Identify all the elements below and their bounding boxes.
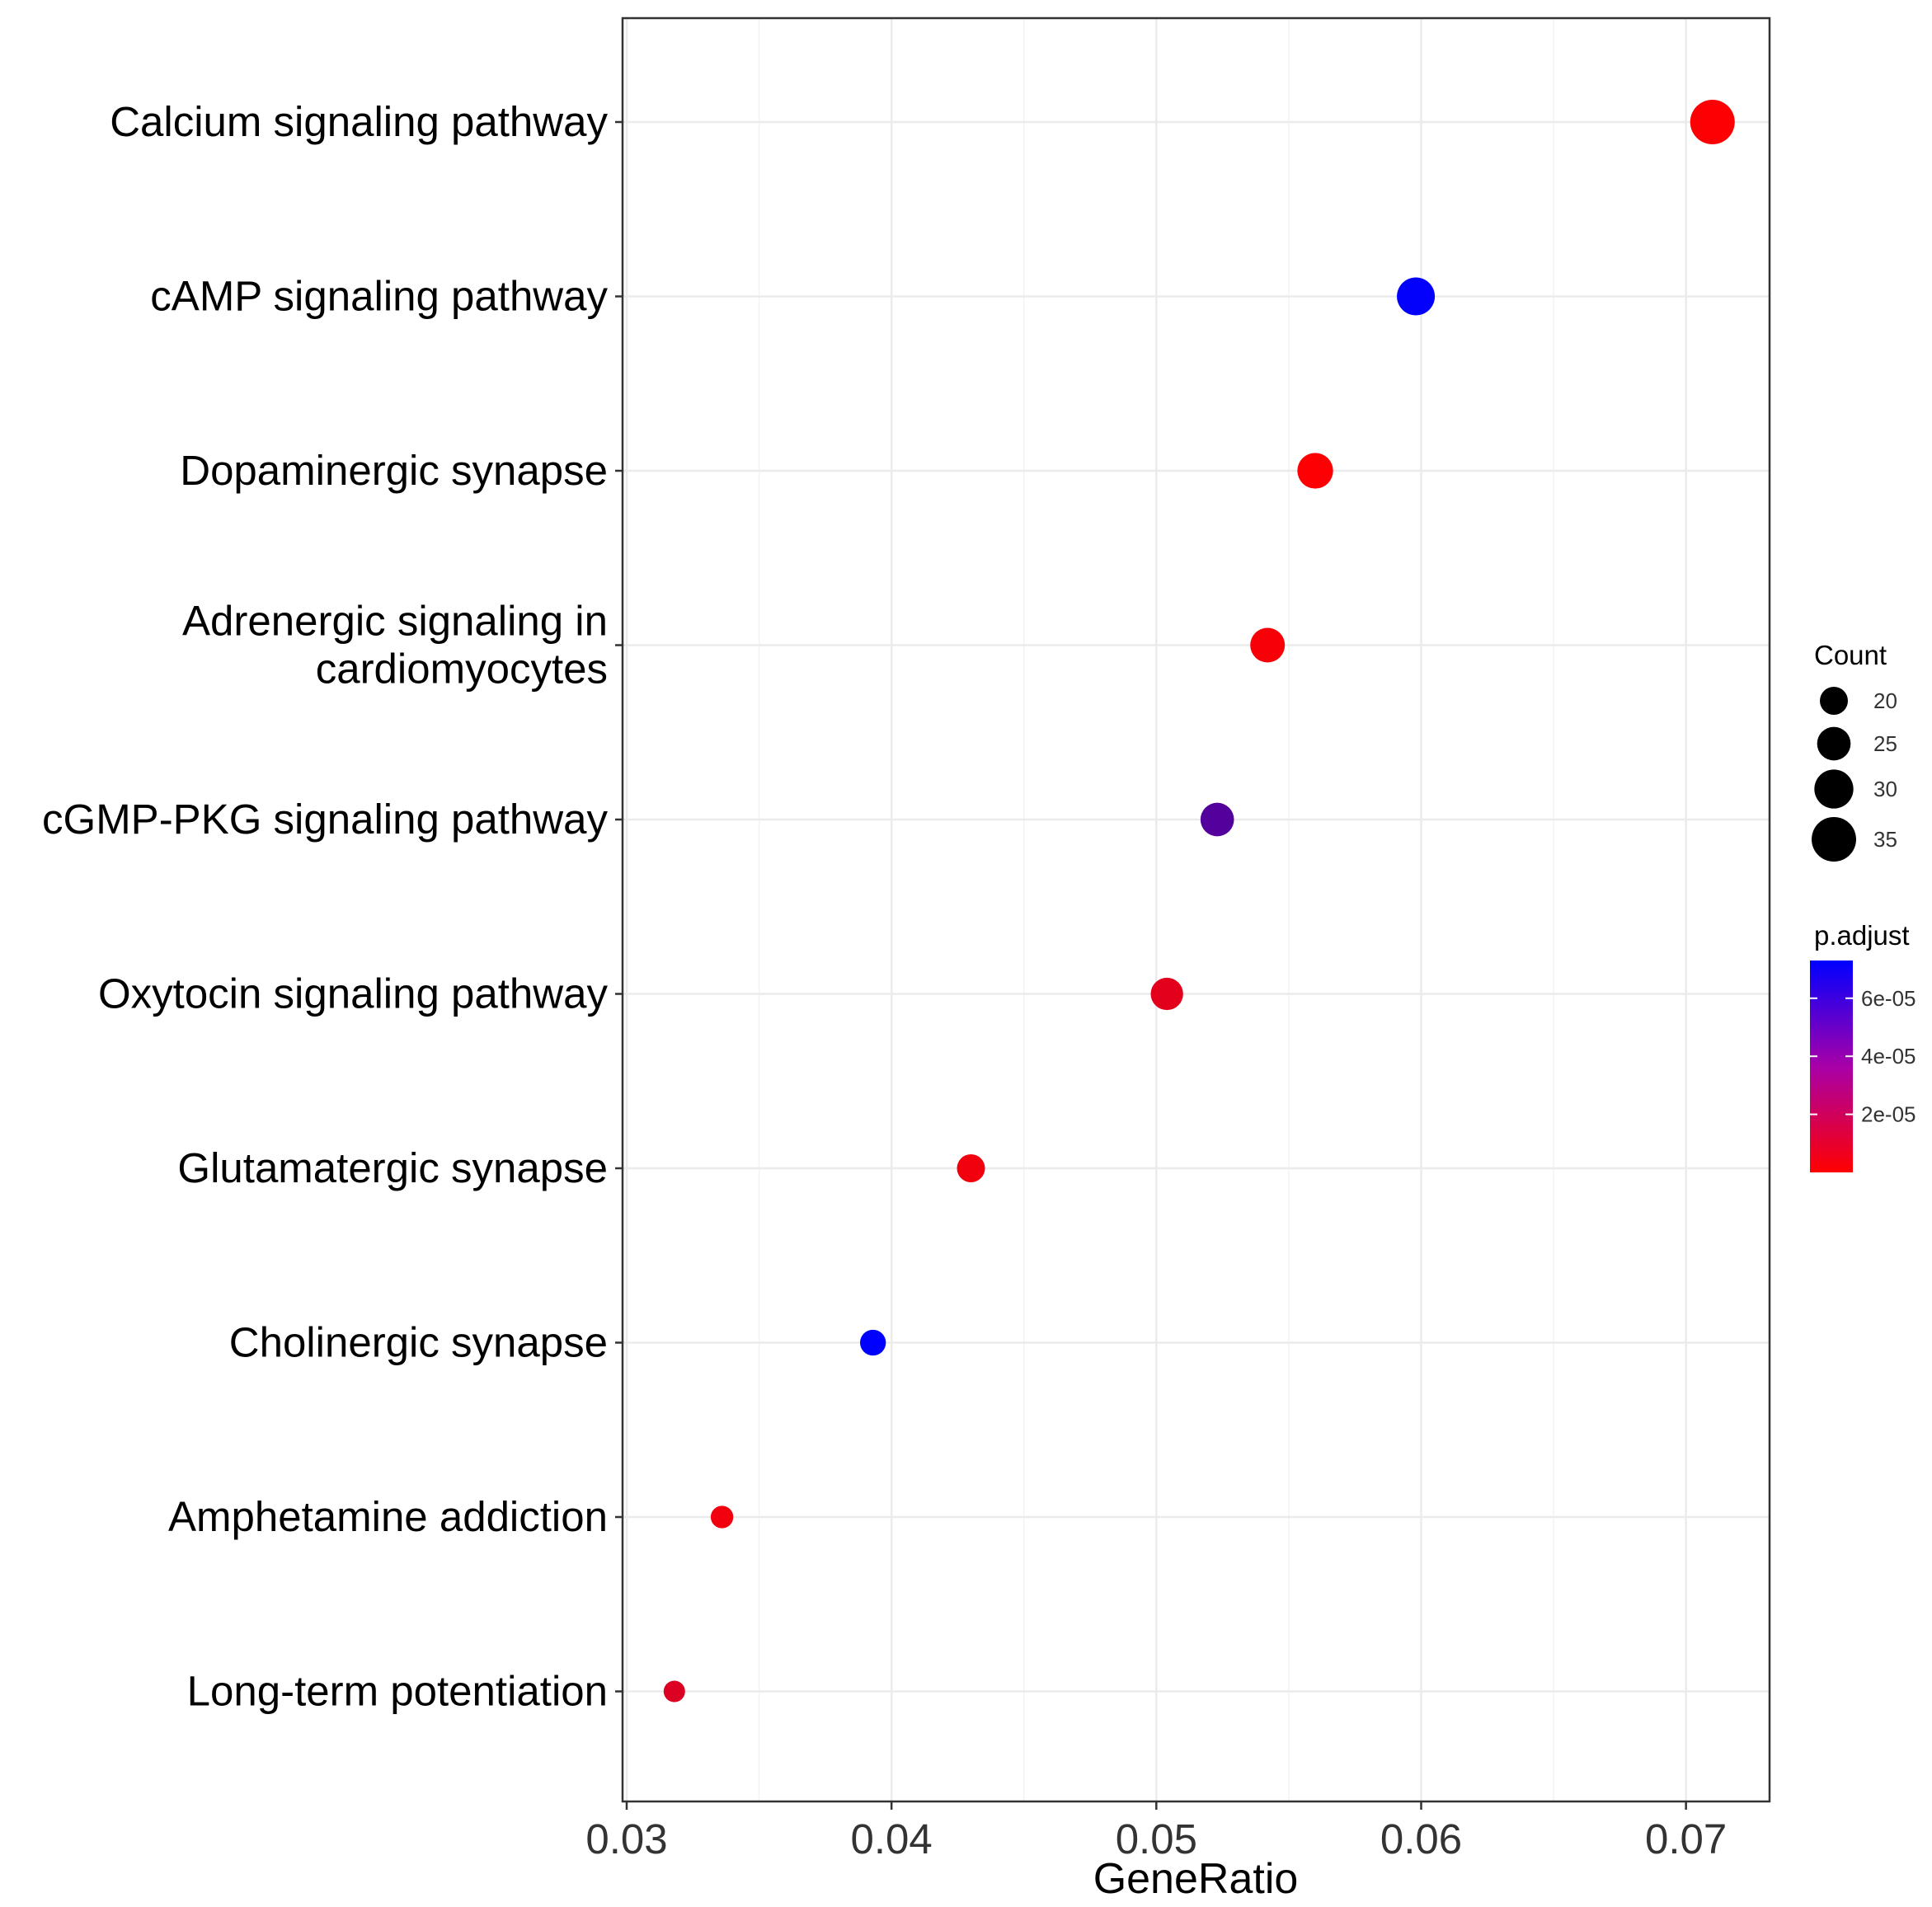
data-points bbox=[663, 100, 1735, 1703]
size-legend-label: 30 bbox=[1873, 777, 1897, 801]
data-point bbox=[1297, 453, 1333, 489]
category-label: Amphetamine addiction bbox=[168, 1493, 608, 1540]
y-axis: Calcium signaling pathway cAMP signaling … bbox=[42, 98, 623, 1715]
color-legend-label: 6e-05 bbox=[1861, 986, 1916, 1011]
category-label: Glutamatergic synapse bbox=[177, 1144, 608, 1191]
size-legend-label: 25 bbox=[1873, 731, 1897, 756]
size-legend-key bbox=[1820, 687, 1848, 715]
x-tick-label: 0.03 bbox=[585, 1815, 667, 1862]
color-legend-bar bbox=[1810, 961, 1853, 1172]
data-point bbox=[663, 1680, 685, 1703]
category-label: Calcium signaling pathway bbox=[110, 98, 608, 145]
x-tick-label: 0.07 bbox=[1645, 1815, 1727, 1862]
category-label: cGMP-PKG signaling pathway bbox=[42, 796, 608, 843]
size-legend-key bbox=[1817, 726, 1851, 761]
size-legend-label: 20 bbox=[1873, 688, 1897, 713]
legend: Count 20 25 30 35 p.adjust 2e-05 4e-05 6e-05 bbox=[1810, 640, 1916, 1172]
plot-panel-border bbox=[621, 16, 1771, 1803]
data-point bbox=[1150, 977, 1183, 1011]
category-label: Cholinergic synapse bbox=[229, 1319, 608, 1366]
size-legend-label: 35 bbox=[1873, 827, 1897, 852]
data-point bbox=[710, 1505, 734, 1529]
data-point bbox=[1200, 802, 1234, 837]
category-label: Oxytocin signaling pathway bbox=[98, 970, 609, 1017]
data-point bbox=[860, 1329, 886, 1356]
category-label: Adrenergic signaling in bbox=[182, 598, 608, 645]
data-point bbox=[1250, 627, 1286, 663]
data-point bbox=[1690, 100, 1735, 144]
category-label: Dopaminergic synapse bbox=[180, 447, 608, 494]
grid-lines bbox=[623, 18, 1770, 1801]
x-tick-label: 0.06 bbox=[1380, 1815, 1462, 1862]
x-axis: 0.03 0.04 0.05 0.06 0.07 bbox=[585, 1801, 1727, 1862]
color-legend-label: 4e-05 bbox=[1861, 1044, 1916, 1069]
size-legend-title: Count bbox=[1814, 640, 1887, 670]
data-point bbox=[1397, 277, 1436, 316]
category-label: cAMP signaling pathway bbox=[150, 273, 608, 320]
category-label: Long-term potentiation bbox=[187, 1668, 608, 1715]
x-tick-label: 0.04 bbox=[851, 1815, 933, 1862]
color-legend-title: p.adjust bbox=[1814, 920, 1910, 951]
data-point bbox=[957, 1154, 985, 1182]
category-label: cardiomyocytes bbox=[316, 646, 608, 693]
x-axis-title: GeneRatio bbox=[1093, 1855, 1299, 1903]
color-legend-label: 2e-05 bbox=[1861, 1102, 1916, 1127]
x-tick-label: 0.05 bbox=[1116, 1815, 1197, 1862]
size-legend-key bbox=[1814, 769, 1854, 809]
size-legend-key bbox=[1812, 817, 1856, 862]
